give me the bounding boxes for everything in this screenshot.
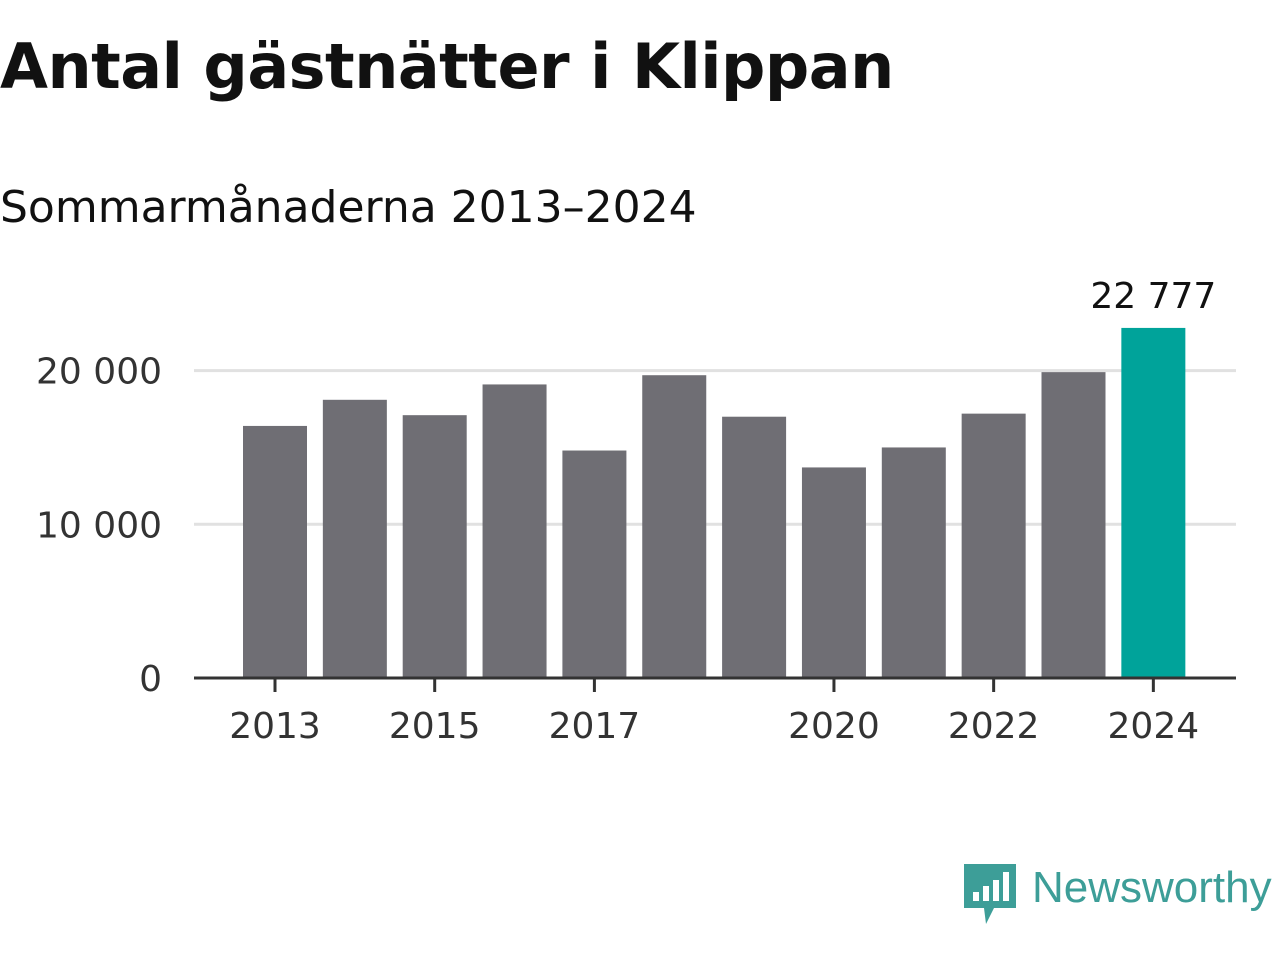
bar-2014 <box>322 399 387 678</box>
bar-2015 <box>402 415 467 678</box>
y-tick-label: 10 000 <box>36 505 162 546</box>
x-tick-label: 2020 <box>788 706 880 747</box>
chart-subtitle: Sommarmånaderna 2013–2024 <box>0 182 697 233</box>
x-tick-label: 2015 <box>389 706 481 747</box>
data-label-2024: 22 777 <box>1090 276 1216 317</box>
bar-2018 <box>642 375 707 678</box>
bar-2019 <box>722 416 787 678</box>
bar-2020 <box>801 467 866 678</box>
x-tick-label: 2022 <box>948 706 1040 747</box>
bar-2022 <box>961 413 1026 678</box>
x-axis <box>194 676 1236 692</box>
bar-2016 <box>482 384 547 678</box>
y-tick-label: 0 <box>139 659 162 700</box>
bar-2023 <box>1041 372 1106 678</box>
bar-2017 <box>562 450 627 678</box>
logo-text: Newsworthy <box>1032 863 1272 912</box>
x-tick-label: 2024 <box>1108 706 1200 747</box>
labels: 0 10 000 20 000 2013 2015 2017 2020 2022 2024 22 … <box>36 276 1216 747</box>
x-tick-label: 2013 <box>229 706 321 747</box>
newsworthy-logo-icon <box>964 864 1016 924</box>
newsworthy-logo: Newsworthy <box>964 864 1272 926</box>
bars <box>243 327 1186 678</box>
chart-title: Antal gästnätter i Klippan <box>0 30 894 103</box>
bar-2021 <box>881 447 946 678</box>
x-tick-label: 2017 <box>549 706 641 747</box>
bar-2013 <box>243 425 307 678</box>
y-tick-label: 20 000 <box>36 352 162 393</box>
bar-2024 <box>1121 327 1186 678</box>
